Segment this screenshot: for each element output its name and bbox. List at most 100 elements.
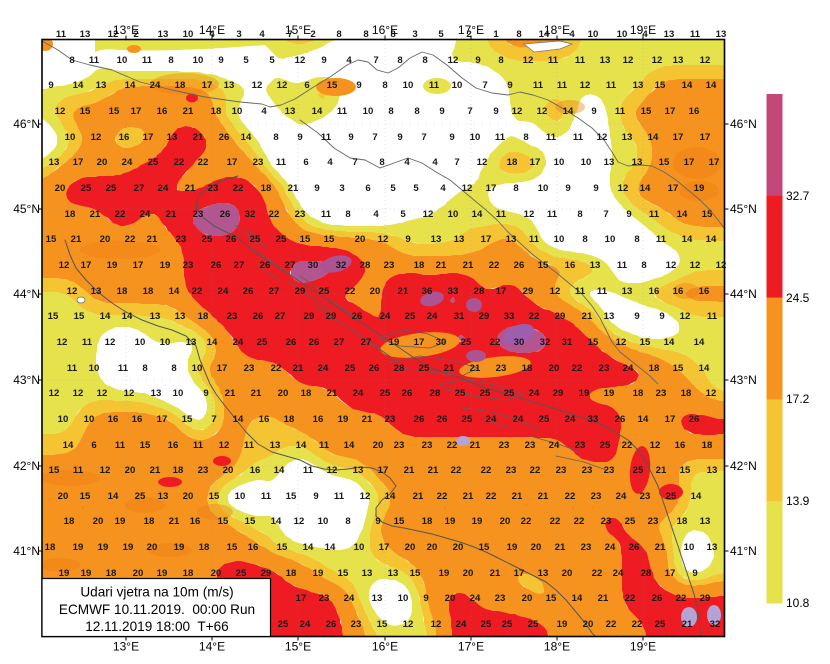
svg-text:32: 32: [245, 209, 256, 220]
svg-text:2: 2: [133, 29, 138, 40]
svg-text:23: 23: [648, 516, 659, 527]
svg-text:12: 12: [423, 209, 434, 220]
svg-text:27: 27: [361, 337, 372, 348]
svg-text:8: 8: [641, 260, 647, 271]
svg-text:15: 15: [479, 542, 490, 553]
svg-text:18: 18: [175, 80, 186, 91]
svg-text:19: 19: [694, 183, 705, 194]
svg-text:21: 21: [470, 440, 481, 451]
svg-text:21: 21: [166, 209, 177, 220]
svg-text:12: 12: [49, 388, 60, 399]
svg-text:12: 12: [219, 440, 230, 451]
svg-text:10: 10: [192, 363, 203, 374]
svg-text:10: 10: [235, 491, 246, 502]
svg-text:9: 9: [591, 106, 596, 117]
svg-text:5: 5: [438, 29, 444, 40]
svg-text:27: 27: [334, 337, 345, 348]
svg-text:17: 17: [514, 568, 525, 579]
svg-text:10: 10: [117, 55, 128, 66]
svg-text:20: 20: [125, 465, 136, 476]
svg-text:17: 17: [665, 106, 676, 117]
svg-text:17: 17: [217, 363, 228, 374]
svg-text:12: 12: [524, 209, 535, 220]
svg-text:14: 14: [539, 29, 550, 40]
svg-text:11: 11: [118, 363, 129, 374]
svg-text:28: 28: [474, 286, 485, 297]
svg-text:46°N: 46°N: [13, 117, 40, 131]
svg-text:13: 13: [664, 29, 675, 40]
svg-text:15: 15: [673, 363, 684, 374]
svg-text:14: 14: [677, 209, 688, 220]
svg-text:8: 8: [582, 234, 588, 245]
svg-text:14: 14: [122, 311, 133, 322]
svg-text:13: 13: [673, 55, 684, 66]
svg-text:14: 14: [125, 80, 136, 91]
svg-text:13: 13: [388, 568, 399, 579]
svg-text:27: 27: [234, 260, 245, 271]
svg-text:12: 12: [690, 260, 701, 271]
svg-text:21: 21: [512, 491, 523, 502]
svg-text:19: 19: [313, 568, 324, 579]
svg-text:8: 8: [168, 55, 174, 66]
svg-text:21: 21: [90, 209, 101, 220]
svg-text:26: 26: [629, 542, 640, 553]
svg-text:11: 11: [56, 29, 67, 40]
svg-text:25: 25: [481, 619, 492, 630]
svg-text:12: 12: [650, 440, 661, 451]
svg-text:14°E: 14°E: [199, 640, 225, 654]
svg-text:16°E: 16°E: [372, 23, 398, 37]
svg-text:3: 3: [412, 29, 417, 40]
svg-text:9: 9: [634, 311, 639, 322]
svg-text:12: 12: [700, 55, 711, 66]
svg-text:10: 10: [554, 234, 565, 245]
svg-text:13: 13: [372, 593, 383, 604]
svg-text:12: 12: [448, 55, 459, 66]
svg-text:22: 22: [437, 491, 448, 502]
svg-text:11: 11: [82, 337, 93, 348]
svg-text:26: 26: [211, 260, 222, 271]
svg-text:24: 24: [565, 414, 576, 425]
svg-text:25: 25: [461, 337, 472, 348]
svg-text:12: 12: [462, 183, 473, 194]
svg-text:13: 13: [590, 260, 601, 271]
svg-text:16: 16: [649, 286, 660, 297]
svg-text:4: 4: [432, 157, 438, 168]
svg-text:22: 22: [632, 619, 643, 630]
svg-text:11: 11: [690, 29, 701, 40]
svg-text:23: 23: [640, 491, 651, 502]
svg-text:13: 13: [622, 132, 633, 143]
svg-text:22: 22: [269, 209, 280, 220]
svg-text:25: 25: [666, 491, 677, 502]
svg-text:12: 12: [550, 286, 561, 297]
svg-text:18: 18: [173, 465, 184, 476]
svg-text:30: 30: [514, 337, 525, 348]
svg-text:21: 21: [150, 465, 161, 476]
svg-text:16: 16: [699, 286, 710, 297]
svg-text:13: 13: [707, 465, 718, 476]
svg-text:8: 8: [171, 363, 177, 374]
svg-text:21: 21: [147, 234, 158, 245]
svg-text:24: 24: [233, 337, 244, 348]
svg-text:15: 15: [546, 593, 557, 604]
svg-text:23: 23: [193, 209, 204, 220]
svg-text:14: 14: [271, 516, 282, 527]
svg-text:15: 15: [245, 516, 256, 527]
svg-text:11: 11: [319, 440, 330, 451]
svg-text:7: 7: [352, 157, 357, 168]
svg-text:25: 25: [319, 286, 330, 297]
svg-text:13: 13: [700, 516, 711, 527]
svg-text:26: 26: [309, 337, 320, 348]
svg-text:11: 11: [321, 132, 332, 143]
svg-text:21: 21: [398, 286, 409, 297]
svg-text:15: 15: [209, 491, 220, 502]
svg-text:26: 26: [243, 286, 254, 297]
svg-text:24: 24: [380, 311, 391, 322]
svg-text:21: 21: [362, 414, 373, 425]
svg-text:6: 6: [304, 80, 309, 91]
svg-text:15: 15: [140, 440, 151, 451]
svg-text:30: 30: [308, 260, 319, 271]
svg-text:5: 5: [413, 183, 419, 194]
svg-text:ECMWF 10.11.2019. 00:00 Run: ECMWF 10.11.2019. 00:00 Run: [59, 602, 255, 617]
svg-text:13: 13: [150, 311, 161, 322]
svg-text:18: 18: [649, 363, 660, 374]
